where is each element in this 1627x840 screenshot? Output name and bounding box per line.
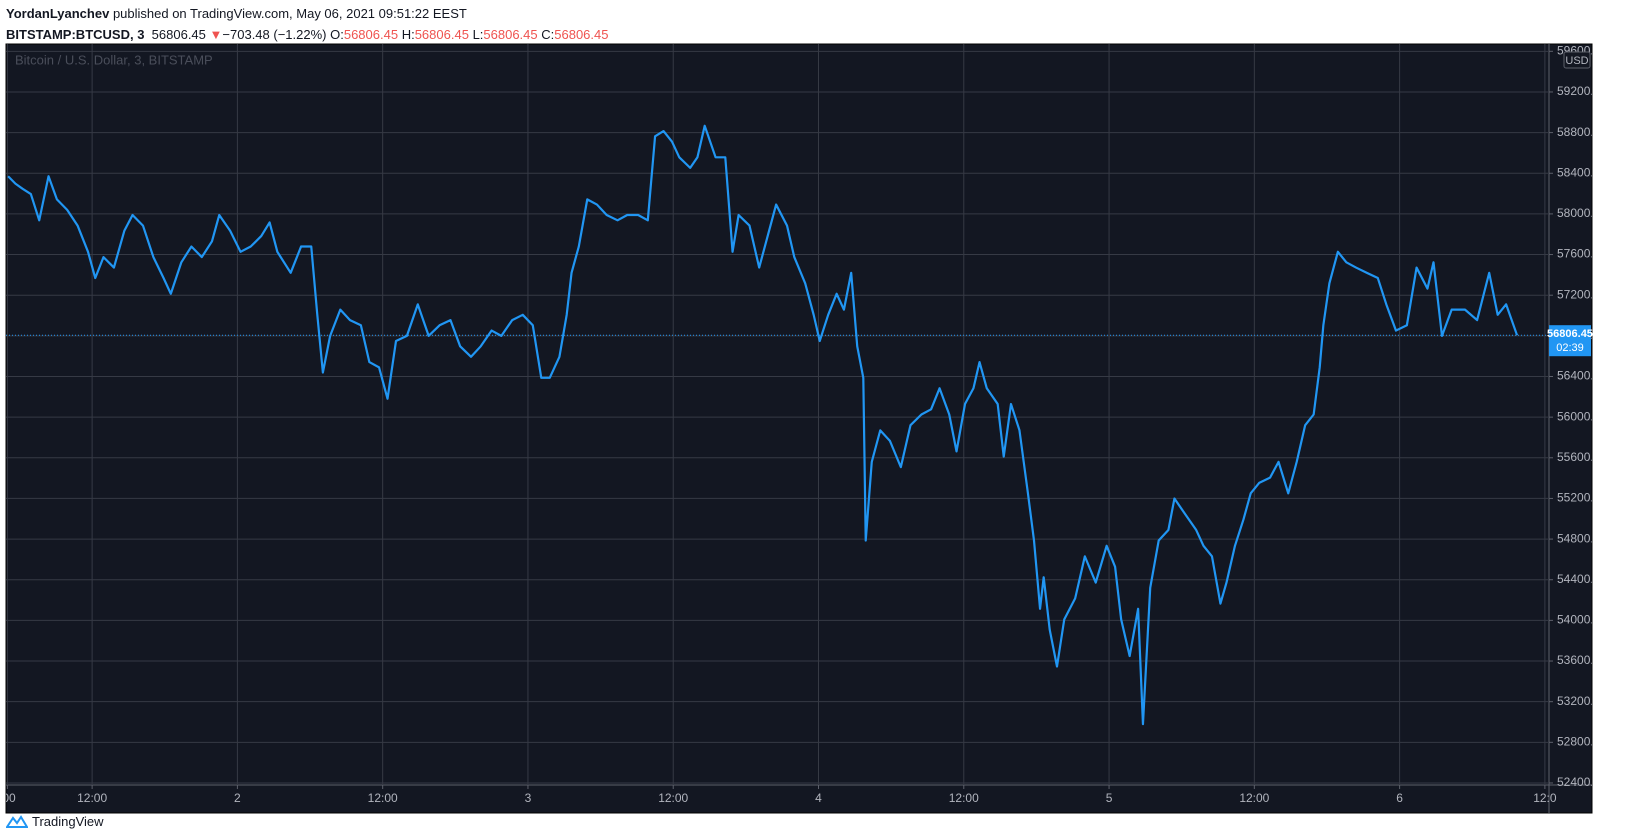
x-tick-label: 12:00: [949, 791, 979, 805]
x-tick-label: 12:00: [658, 791, 688, 805]
y-tick-label: 55600.00: [1557, 450, 1607, 464]
y-tick-label: 57600.00: [1557, 247, 1607, 261]
author: YordanLyanchev: [6, 6, 110, 21]
logo: [6, 814, 28, 828]
y-tick-label: 57200.00: [1557, 287, 1607, 301]
y-tick-label: 56000.00: [1557, 409, 1607, 423]
y-tick-label: 54000.00: [1557, 613, 1607, 627]
x-tick-label: 5: [1106, 791, 1113, 805]
currency-badge: [1563, 51, 1591, 69]
change: −703.48 (−1.22%): [222, 27, 327, 42]
x-tick-label: 12:00: [77, 791, 107, 805]
y-tick-label: 54400.00: [1557, 572, 1607, 586]
ohlc-value: 56806.45: [483, 27, 538, 42]
y-tick-label: 55200.00: [1557, 491, 1607, 505]
footer: TradingView: [6, 814, 104, 829]
y-tick-label: 58800.00: [1557, 125, 1607, 139]
header-line1: YordanLyanchev published on TradingView.…: [6, 3, 609, 24]
y-tick-label: 54800.00: [1557, 531, 1607, 545]
y-tick-label: 53200.00: [1557, 694, 1607, 708]
published: published on TradingView.com, May 06, 20…: [112, 6, 467, 21]
ohlc-key: C:: [541, 27, 555, 42]
x-tick-label: 4: [815, 791, 822, 805]
x-tick-label: 12:0: [1533, 791, 1557, 805]
ohlc: O:56806.45 H:56806.45 L:56806.45 C:56806…: [330, 27, 608, 42]
header: YordanLyanchev published on TradingView.…: [6, 3, 609, 45]
arrow: ▼: [209, 27, 223, 42]
ohlc-key: L:: [472, 27, 484, 42]
x-tick-label: 12:00: [368, 791, 398, 805]
brand: TradingView: [32, 814, 104, 829]
ohlc-key: O:: [330, 27, 344, 42]
x-tick-label: 2: [234, 791, 241, 805]
watermark: Bitcoin / U.S. Dollar, 3, BITSTAMP: [15, 52, 213, 67]
chart: Bitcoin / U.S. Dollar, 3, BITSTAMP 52400…: [0, 43, 1607, 814]
y-tick-label: 58400.00: [1557, 165, 1607, 179]
y-tick-label: 56400.00: [1557, 369, 1607, 383]
ohlc-value: 56806.45: [343, 27, 399, 42]
y-tick-label: 53600.00: [1557, 653, 1607, 667]
symbol: BITSTAMP:BTCUSD, 3: [6, 27, 145, 42]
ohlc-key: H:: [401, 27, 415, 42]
price-label-box: [1549, 325, 1591, 357]
price-label: 56806.45: [1547, 328, 1593, 340]
y-tick-label: 59200.00: [1557, 84, 1607, 98]
x-tick-label: 6: [1396, 791, 1403, 805]
ohlc-value: 56806.45: [554, 27, 609, 42]
x-tick-label: 12:00: [1239, 791, 1269, 805]
ohlc-value: 56806.45: [414, 27, 469, 42]
last: 56806.45: [151, 27, 206, 42]
y-tick-label: 52400.00: [1557, 775, 1607, 789]
chart-frame: [5, 43, 1593, 814]
countdown: 02:39: [1556, 342, 1584, 354]
x-tick-label: 3: [525, 791, 532, 805]
header-line2: BITSTAMP:BTCUSD, 3 56806.45 ▼−703.48 (−1…: [6, 24, 609, 45]
y-tick-label: 52800.00: [1557, 734, 1607, 748]
x-tick-label: :00: [0, 791, 16, 805]
y-tick-label: 58000.00: [1557, 206, 1607, 220]
price-line: [7, 124, 1519, 726]
currency: USD: [1565, 55, 1588, 67]
